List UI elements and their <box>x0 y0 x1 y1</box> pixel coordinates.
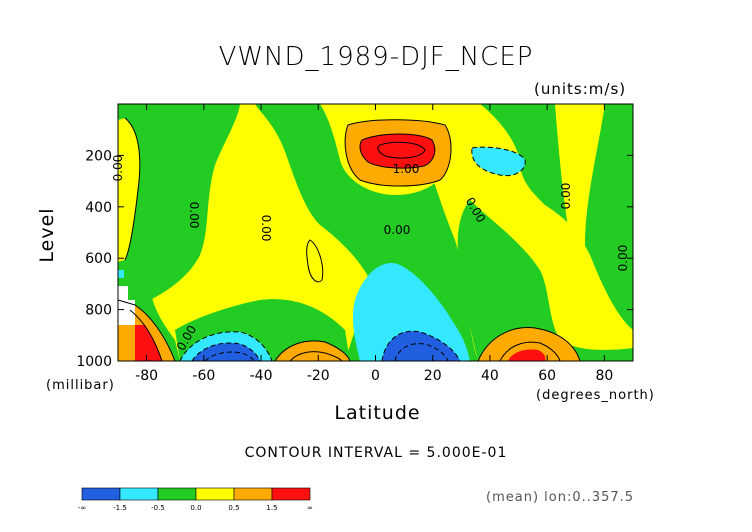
colorbar-swatch <box>233 487 273 501</box>
x-tick-label: -20 <box>307 368 330 384</box>
y-tick-label: 200 <box>85 148 112 164</box>
field-orange-bottom-mid <box>275 340 350 361</box>
colorbar-swatch <box>271 487 311 501</box>
x-tick-label: -80 <box>135 368 158 384</box>
y-axis-label: Level <box>36 207 58 263</box>
x-tick-label: 0 <box>371 368 380 384</box>
contour-label-one: 1.00 <box>393 162 420 176</box>
field-red-bottom-right <box>508 349 546 361</box>
colorbar-label: -∞ <box>78 504 86 512</box>
mean-footnote: (mean) lon:0..357.5 <box>486 490 635 505</box>
y-tick-label: 600 <box>85 251 112 267</box>
x-tick-label: 60 <box>538 368 556 384</box>
x-axis-label-text: Latitude <box>334 402 421 424</box>
colorbar-label: 0.0 <box>190 504 201 512</box>
y-tick-label: 1000 <box>76 354 112 370</box>
y-axis-units: (millibar) <box>46 378 115 393</box>
x-tick-label: 40 <box>481 368 499 384</box>
colorbar-swatch <box>81 487 121 501</box>
x-tick-label: -60 <box>192 368 215 384</box>
field-green-upper-left <box>118 104 240 310</box>
field-blue-lower-left <box>192 342 260 361</box>
field-blue-lower-mid <box>382 331 460 361</box>
colorbar-swatch <box>119 487 159 501</box>
colorbar: -∞ -1.5 -0.5 0.0 0.5 1.5 ∞ <box>78 487 313 512</box>
field-green-right-lower <box>457 200 633 361</box>
colorbar-swatch <box>195 487 235 501</box>
field-yellow-island-left <box>118 118 140 262</box>
contour-label-zero-a: 0.00 <box>187 202 201 229</box>
colorbar-label: -0.5 <box>151 504 165 512</box>
colorbar-label: -1.5 <box>113 504 127 512</box>
missing-data-region <box>118 286 135 325</box>
field-cyan-lower-mid <box>352 263 470 361</box>
contour-label-zero-e: 0.00 <box>559 183 573 210</box>
field-cyan-upper-right <box>471 147 526 176</box>
contour-label-zero-f: 0.00 <box>616 245 630 272</box>
colorbar-label: 0.5 <box>228 504 239 512</box>
field-yellow-island-mid <box>306 240 323 282</box>
chart-title: VWND_1989-DJF_NCEP <box>218 42 534 72</box>
y-tick-label: 800 <box>85 303 112 319</box>
units-label: (units:m/s) <box>534 80 627 98</box>
y-tick-label: 400 <box>85 200 112 216</box>
colorbar-swatch <box>157 487 197 501</box>
colorbar-label: ∞ <box>307 504 313 512</box>
axes: -80 -60 -40 -20 0 20 40 60 80 200 400 600 800 1000 <box>76 104 633 384</box>
x-axis-units: (degrees_north) <box>536 388 655 403</box>
contour-interval-text: CONTOUR INTERVAL = 5.000E-01 <box>244 445 508 461</box>
x-tick-label: 20 <box>424 368 442 384</box>
x-tick-label: -40 <box>250 368 273 384</box>
field-yellow-island-right <box>555 104 605 255</box>
contour-interval: CONTOUR INTERVAL = 5.000E-01 <box>0 445 752 461</box>
field-red-left-corner <box>135 325 162 361</box>
field-red-upper <box>360 134 435 169</box>
x-axis-label: Latitude <box>0 402 752 424</box>
plot-area <box>118 104 633 361</box>
contour-label-zero-b: 0.00 <box>259 215 273 242</box>
colorbar-label: 1.5 <box>266 504 277 512</box>
contour-label-zero-c: 0.00 <box>384 223 411 237</box>
contour-label-zero-left: 0.00 <box>111 155 125 182</box>
contour-lines <box>118 117 581 361</box>
field-cyan-left-speck <box>118 270 124 278</box>
x-tick-label: 80 <box>595 368 613 384</box>
contour-lines-dashed <box>179 146 526 361</box>
